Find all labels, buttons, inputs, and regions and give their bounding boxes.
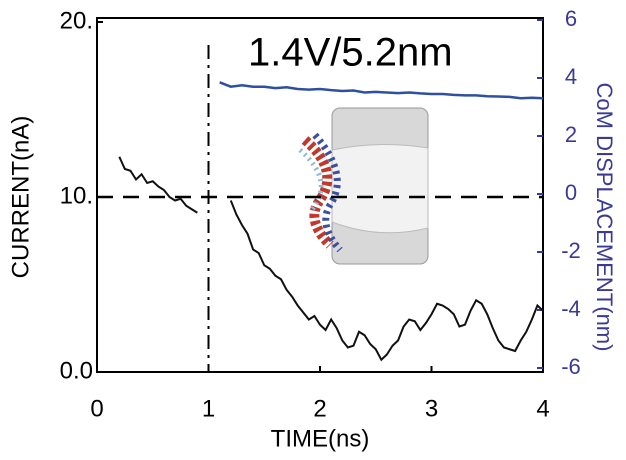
y2-axis-label: CoM DISPLACEMENT(nm) (592, 83, 617, 352)
x-tick-label: 2 (313, 395, 326, 422)
annotation: 1.4V/5.2nm (248, 31, 453, 75)
y2-tick-label: -6 (561, 354, 581, 379)
x-tick-label: 0 (90, 395, 103, 422)
x-tick-label: 4 (536, 395, 549, 422)
y2-tick-label: -4 (561, 296, 581, 321)
y2-tick-label: 6 (565, 6, 577, 31)
inset-image (298, 107, 429, 265)
x-tick-label: 1 (202, 395, 215, 422)
x-axis-label: TIME(ns) (271, 425, 370, 452)
data-line (219, 81, 544, 100)
x-tick-label: 3 (425, 395, 438, 422)
y2-tick-label: 0 (565, 180, 577, 205)
y2-tick-label: 2 (565, 122, 577, 147)
y-axis-label: CURRENT(nA) (7, 116, 34, 279)
y-tick-label: 10. (60, 182, 93, 209)
y-tick-label: 0.0 (60, 357, 93, 384)
y2-tick-label: 4 (565, 64, 577, 89)
data-line (118, 156, 544, 362)
y-tick-label: 20. (60, 7, 93, 34)
y2-tick-label: -2 (561, 238, 581, 263)
